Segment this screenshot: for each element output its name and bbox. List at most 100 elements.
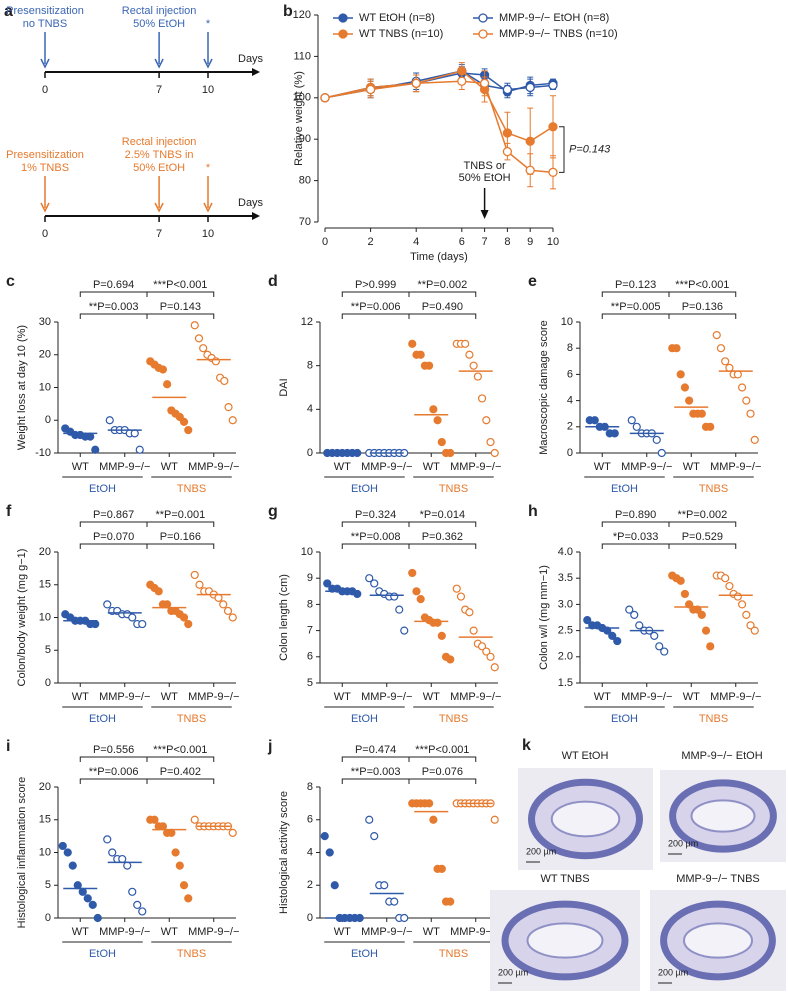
data-point	[706, 642, 715, 651]
significance-bracket	[341, 543, 477, 549]
y-tick-label: 7	[307, 625, 313, 637]
y-tick-label: 6	[307, 651, 313, 663]
y-axis-label: Colon w/l (mg mm−1)	[538, 565, 550, 670]
x-tick-label: WT	[334, 926, 351, 938]
data-point	[456, 592, 466, 601]
data-point	[630, 610, 639, 619]
p-value: *P=0.014	[420, 509, 466, 521]
x-tick-label: WT	[423, 926, 440, 938]
legend-label: WT TNBS (n=10)	[359, 28, 443, 40]
data-point	[103, 835, 112, 844]
x-tick-label: MMP-9−/−	[450, 461, 501, 473]
x-tick-label: WT	[594, 461, 611, 473]
legend-marker	[338, 13, 348, 23]
data-point	[380, 881, 389, 890]
data-point	[214, 593, 223, 602]
data-point	[330, 881, 339, 890]
data-point	[184, 425, 193, 435]
data-point	[548, 167, 558, 177]
p-value: P=0.474	[355, 744, 396, 756]
data-point	[68, 861, 77, 870]
x-tick-label: WT	[72, 926, 89, 938]
legend-marker	[338, 29, 348, 39]
y-tick-label: 6	[307, 814, 313, 826]
significance-bracket	[79, 521, 215, 527]
data-point	[701, 626, 711, 635]
significance-bracket	[341, 521, 477, 527]
x-tick-label: WT	[423, 691, 440, 703]
y-axis-label: Weight loss at day 10 (%)	[16, 325, 28, 450]
y-axis-label: Macroscopic damage score	[538, 320, 550, 455]
y-tick-label: 0	[307, 912, 313, 924]
data-point	[465, 350, 474, 359]
event-label: no TNBS	[23, 18, 67, 30]
data-point	[175, 861, 184, 870]
data-point	[184, 619, 193, 629]
data-point	[742, 396, 751, 405]
significance-bracket	[601, 313, 737, 319]
data-point	[525, 136, 535, 146]
data-point	[721, 574, 730, 583]
significance-bracket	[79, 291, 215, 297]
y-tick-label: 80	[299, 175, 311, 187]
event-label: 50% EtOH	[133, 18, 185, 30]
y-axis-label: Histological inflammation score	[16, 777, 28, 929]
data-point	[228, 828, 237, 837]
timeline-tick-label: 7	[156, 228, 162, 240]
data-point	[433, 618, 442, 627]
series-line	[324, 70, 554, 143]
data-point	[660, 647, 669, 656]
y-tick-label: 0	[45, 414, 51, 426]
significance-bracket	[341, 291, 477, 297]
p-value: P=0.529	[682, 531, 723, 543]
p-value: P=0.402	[160, 766, 201, 778]
data-point	[680, 589, 690, 599]
y-tick-label: 30	[39, 316, 51, 328]
x-tick-label: WT	[72, 461, 89, 473]
y-tick-label: 10	[39, 611, 51, 623]
data-point	[750, 435, 759, 444]
y-tick-label: 120	[293, 9, 311, 21]
p-value: ***P<0.001	[153, 744, 207, 756]
data-point	[365, 574, 374, 583]
group-label: TNBS	[439, 713, 468, 725]
timeline-tick-label: 0	[42, 228, 48, 240]
x-tick-label: 10	[547, 236, 559, 248]
x-tick-label: WT	[72, 691, 89, 703]
x-axis-label: Time (days)	[410, 251, 468, 263]
y-tick-label: 8	[307, 360, 313, 372]
y-tick-label: 1.5	[558, 677, 573, 689]
p-value: P=0.143	[569, 143, 611, 155]
series-line	[324, 70, 554, 99]
x-tick-label: WT	[334, 691, 351, 703]
panel-label: e	[528, 273, 537, 290]
data-point	[490, 815, 499, 824]
data-point	[457, 76, 467, 86]
data-point	[78, 887, 87, 896]
panel-label: f	[6, 503, 12, 520]
data-point	[199, 344, 208, 353]
p-value: ***P<0.001	[675, 279, 729, 291]
data-point	[138, 619, 147, 629]
data-point	[676, 576, 685, 585]
y-tick-label: 2	[567, 421, 573, 433]
data-point	[685, 396, 694, 405]
p-value: **P=0.002	[677, 509, 727, 521]
data-point	[608, 631, 617, 640]
panel-label: h	[528, 503, 538, 520]
p-value: **P=0.003	[351, 766, 401, 778]
group-label: EtOH	[351, 948, 378, 960]
event-arrowhead	[40, 58, 50, 69]
data-point	[429, 405, 438, 414]
event-label: Presensitization	[6, 149, 84, 161]
y-tick-label: 15	[39, 814, 51, 826]
data-point	[416, 595, 425, 604]
p-value: P=0.890	[615, 509, 656, 521]
series-line	[324, 80, 554, 174]
y-tick-label: 4	[307, 846, 313, 858]
data-point	[416, 350, 425, 359]
data-point	[548, 122, 558, 132]
y-tick-label: 100	[293, 92, 311, 104]
data-point	[86, 432, 95, 441]
